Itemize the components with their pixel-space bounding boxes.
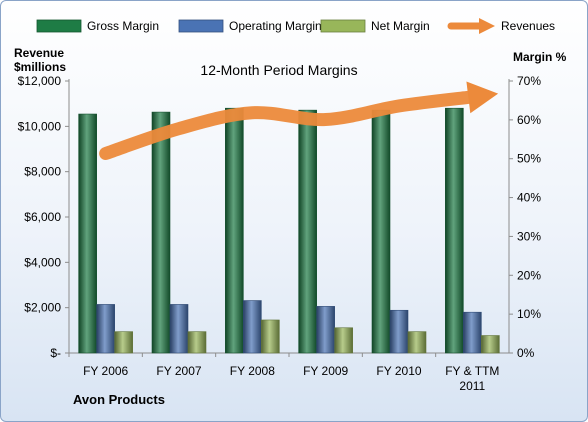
right-axis-title: Margin % [513,50,567,64]
bar-operating-margin [463,311,482,354]
left-tick-label: $10,000 [18,119,62,133]
x-tick-label: FY 2006 [83,364,128,378]
bar-gross-margin [445,107,464,354]
right-tick-label: 40% [517,191,541,205]
bar-operating-margin [169,304,189,354]
bar-net-margin [261,319,280,354]
left-tick-label: $6,000 [24,210,61,224]
right-tick-label: 50% [517,152,541,166]
footnote: Avon Products [73,392,165,407]
chart-title: 12-Month Period Margins [200,62,357,78]
x-tick-label: 2011 [459,379,485,393]
bar-net-margin [334,327,353,354]
left-tick-label: $- [50,346,61,360]
x-tick-label: FY 2007 [156,364,201,378]
bar-operating-margin [96,304,115,354]
bar-gross-margin [78,113,97,354]
bar-gross-margin [298,109,317,354]
right-tick-label: 70% [517,74,541,88]
x-tick-label: FY & TTM [445,364,499,378]
legend-swatch-2 [320,19,366,33]
bar-gross-margin [151,111,171,354]
bar-net-margin [407,331,427,354]
right-tick-label: 0% [517,346,535,360]
legend-swatch-0 [36,19,82,33]
legend-label-3: Revenues [501,19,555,33]
left-axis-title-line2: $millions [14,60,66,74]
revenues-arrow-head [466,81,499,114]
left-axis-title-line1: Revenue [14,46,64,60]
bar-net-margin [114,331,133,354]
bar-operating-margin [243,300,262,354]
bar-gross-margin [371,109,391,354]
x-tick-label: FY 2009 [303,364,348,378]
right-tick-label: 30% [517,229,541,243]
bar-operating-margin [316,306,335,354]
left-tick-label: $2,000 [24,301,61,315]
revenues-arrow-line [99,90,479,161]
left-tick-label: $4,000 [24,255,61,269]
bar-net-margin [481,335,500,354]
bar-net-margin [187,331,207,354]
right-tick-label: 20% [517,268,541,282]
bar-gross-margin [225,107,244,354]
left-tick-label: $12,000 [18,74,62,88]
x-tick-label: FY 2010 [376,364,421,378]
right-tick-label: 10% [517,307,541,321]
legend-arrow-head [479,18,495,34]
right-tick-label: 60% [517,113,541,127]
bar-operating-margin [389,309,409,354]
legend-label-1: Operating Margin [229,19,322,33]
legend-swatch-1 [178,19,224,33]
left-tick-label: $8,000 [24,165,61,179]
legend-label-0: Gross Margin [87,19,159,33]
legend-label-2: Net Margin [371,19,430,33]
x-tick-label: FY 2008 [230,364,275,378]
